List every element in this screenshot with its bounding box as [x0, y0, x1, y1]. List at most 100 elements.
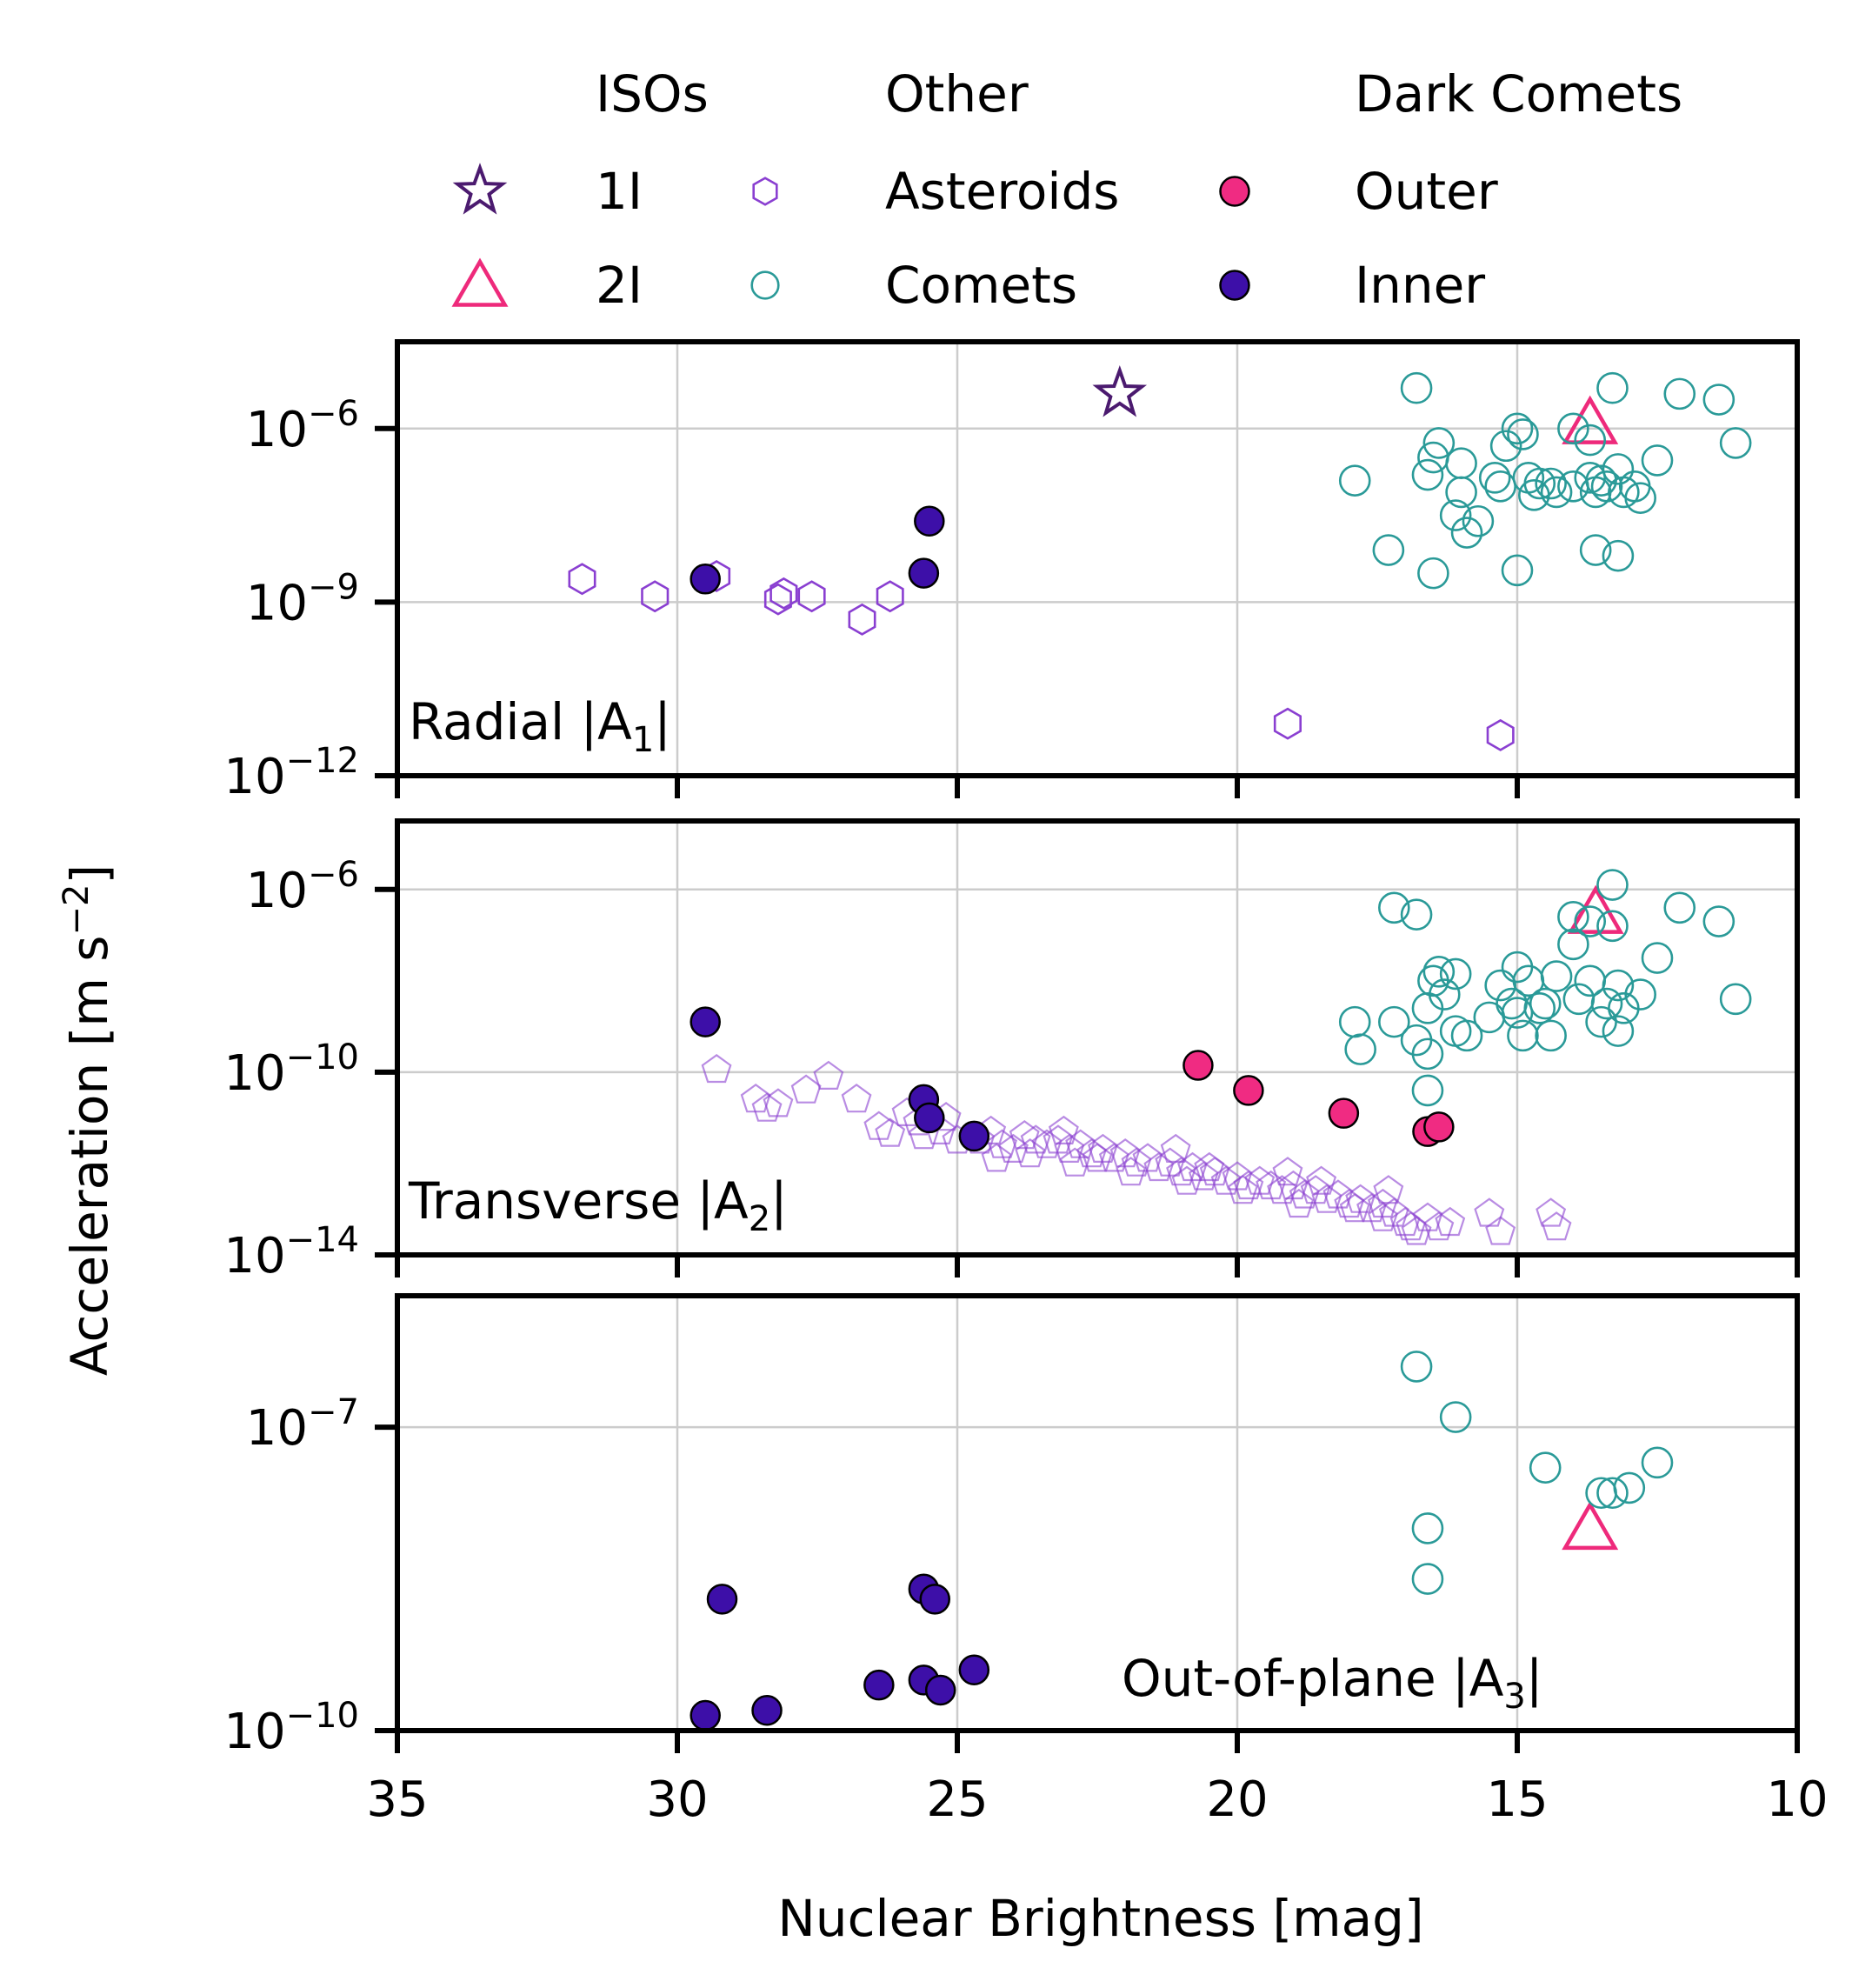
data-point-inner: [751, 1694, 783, 1726]
data-point-asteroids: [797, 580, 826, 613]
data-point-comets: [1439, 1015, 1472, 1047]
data-point-comets: [1529, 1451, 1562, 1484]
data-point-asteroids: [1273, 707, 1302, 740]
data-point-comets: [1641, 1446, 1674, 1479]
data-point-comets: [1529, 987, 1562, 1020]
data-point-asteroids: [1228, 1175, 1258, 1204]
y-tick-label: 10−6: [246, 855, 359, 919]
x-tick-label: 30: [646, 1771, 708, 1828]
data-point-comets: [1400, 371, 1433, 404]
legend-marker-asteroids: [752, 177, 778, 206]
series-asteroids: [568, 559, 1515, 751]
legend-group-other: Other Asteroids Comets: [750, 64, 1120, 315]
data-point-comets: [1501, 412, 1534, 445]
data-point-asteroids: [813, 1060, 844, 1091]
data-point-comets: [1338, 1005, 1371, 1038]
panel-frame: [395, 339, 1800, 778]
series-1i: [1092, 364, 1148, 417]
data-point-comets: [1518, 479, 1550, 511]
legend-marker-outer: [1219, 176, 1250, 207]
data-point-1i: [1092, 364, 1148, 417]
data-point-comets: [1590, 987, 1623, 1020]
data-point-comets: [1450, 517, 1483, 549]
data-point-asteroids: [848, 603, 876, 636]
data-point-comets: [1574, 424, 1607, 457]
data-point-comets: [1417, 557, 1449, 590]
data-point-comets: [1596, 869, 1629, 901]
series-outer: [1182, 1050, 1455, 1147]
data-point-comets: [1585, 1005, 1617, 1038]
panel-radial: 10−12 10−9 10−6 Radial |A1|: [223, 339, 1800, 805]
data-point-2i: [1567, 884, 1624, 934]
y-tick-label: 10−10: [223, 1037, 359, 1102]
data-point-asteroids: [1401, 1216, 1432, 1245]
data-point-comets: [1540, 476, 1573, 509]
data-point-comets: [1574, 905, 1607, 937]
y-tick-label: 10−6: [246, 394, 359, 458]
data-point-comets: [1641, 444, 1674, 477]
y-tick-label: 10−9: [246, 567, 359, 631]
data-point-asteroids: [1435, 1206, 1466, 1237]
data-point-asteroids: [1194, 1151, 1225, 1182]
data-point-comets: [1641, 942, 1674, 974]
y-axis-label-exponent: −2: [57, 884, 97, 936]
legend-heading: Other: [885, 64, 1029, 123]
series-comets: [1400, 1351, 1674, 1595]
series-comets: [1338, 869, 1752, 1107]
data-point-asteroids: [1396, 1211, 1427, 1241]
data-point-outer: [1182, 1050, 1214, 1081]
x-tick-label: 25: [926, 1771, 988, 1828]
data-point-asteroids: [1031, 1129, 1063, 1158]
data-point-comets: [1411, 1074, 1444, 1107]
y-tick-label: 10−7: [246, 1392, 359, 1457]
panel-transverse: 10−14 10−10 10−6 Transverse |A2|: [223, 818, 1800, 1284]
data-point-asteroids: [1082, 1143, 1113, 1172]
data-point-comets: [1523, 992, 1556, 1024]
data-point-comets: [1478, 462, 1511, 494]
data-point-asteroids: [1368, 1202, 1398, 1231]
data-point-asteroids: [1474, 1197, 1505, 1227]
data-point-comets: [1579, 534, 1612, 566]
data-point-inner: [958, 1654, 990, 1685]
data-point-comets: [1557, 470, 1589, 503]
data-point-comets: [1624, 482, 1656, 514]
legend-marker-inner: [1219, 270, 1250, 301]
series-asteroids: [701, 1053, 1572, 1245]
data-point-asteroids: [841, 1084, 872, 1113]
x-tick-label: 35: [366, 1771, 428, 1828]
legend-group-isos: ISOs 1I 2I: [451, 64, 709, 315]
data-point-asteroids: [863, 1111, 895, 1140]
data-point-comets: [1540, 960, 1573, 992]
data-point-2i: [1562, 1500, 1619, 1551]
data-point-asteroids: [769, 577, 798, 610]
data-point-comets: [1557, 928, 1589, 961]
data-point-comets: [1574, 462, 1607, 494]
data-point-asteroids: [1339, 1193, 1370, 1223]
data-point-asteroids: [1160, 1133, 1191, 1164]
series-2i: [1562, 1500, 1619, 1551]
data-point-inner: [958, 1120, 990, 1152]
legend-label-asteroids: Asteroids: [885, 162, 1120, 221]
data-point-comets: [1702, 384, 1735, 416]
data-point-asteroids: [1009, 1120, 1040, 1150]
data-point-comets: [1462, 504, 1495, 537]
series-2i: [1562, 395, 1619, 444]
data-point-asteroids: [751, 1092, 783, 1122]
data-point-asteroids: [876, 580, 904, 613]
legend-label-2i: 2I: [596, 256, 643, 315]
legend-marker-2i: [451, 257, 509, 307]
data-point-asteroids: [1210, 1165, 1242, 1195]
data-point-comets: [1411, 1563, 1444, 1595]
data-point-comets: [1378, 1005, 1410, 1038]
data-point-comets: [1596, 910, 1629, 943]
data-point-asteroids: [1373, 1175, 1404, 1204]
data-point-asteroids: [1015, 1138, 1046, 1168]
legend-heading: Dark Comets: [1355, 64, 1682, 123]
data-point-outer: [1423, 1111, 1455, 1143]
y-tick-label: 10−12: [223, 741, 359, 805]
data-point-inner: [863, 1669, 895, 1701]
data-point-comets: [1613, 1471, 1646, 1504]
series-inner: [690, 505, 945, 595]
data-point-comets: [1422, 956, 1456, 988]
data-point-comets: [1535, 467, 1567, 500]
